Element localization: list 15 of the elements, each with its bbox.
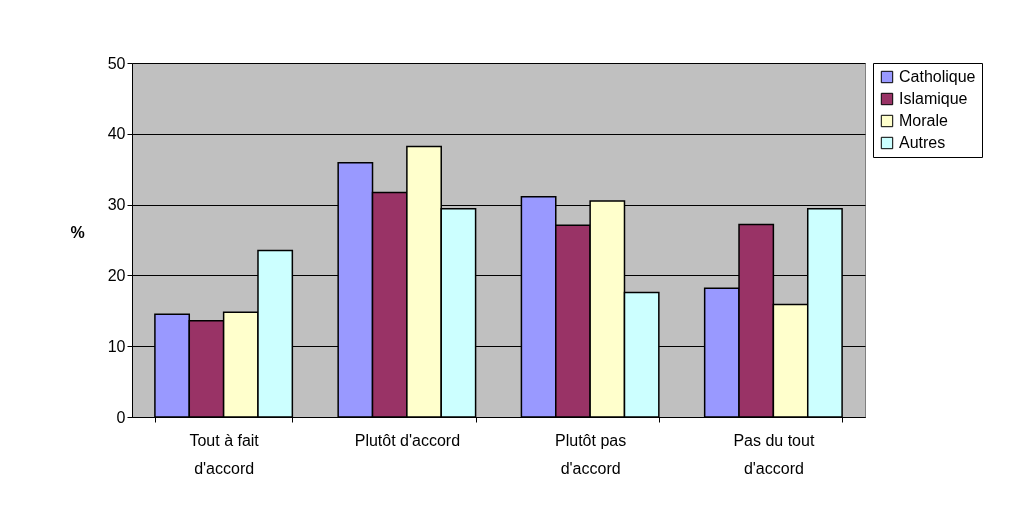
x-tick-label: Plutôt pas d'accord [555,431,627,477]
legend-label: Catholique [899,68,976,85]
x-tick-label: Pas du tout d'accord [733,431,815,477]
legend-label: Islamique [899,90,968,107]
y-tick-label: 50 [107,54,126,72]
x-tick-label: Plutôt d'accord [354,431,461,449]
y-tick-label: 40 [107,125,126,143]
y-tick-label: 10 [107,337,126,355]
y-tick-label: 0 [116,408,126,426]
y-axis-title: % [70,223,85,241]
y-tick-label: 20 [107,266,126,284]
x-tick-label: Tout à fait d'accord [189,431,260,477]
y-tick-label: 30 [107,196,126,214]
legend-label: Morale [899,112,949,129]
legend-label: Autres [899,134,946,151]
